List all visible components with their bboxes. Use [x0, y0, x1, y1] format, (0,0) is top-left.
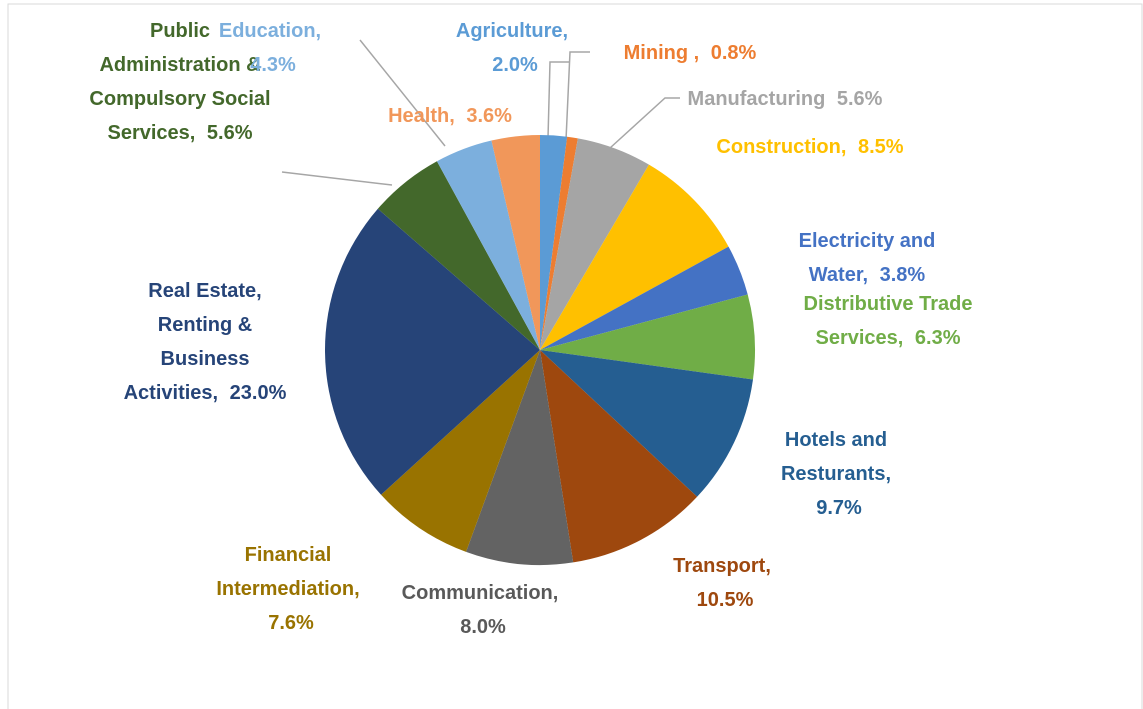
leader-line [609, 97, 680, 149]
label-value: 8.5% [857, 136, 904, 158]
data-label: Manufacturing 5.6% [675, 82, 895, 116]
label-category: Education, [218, 20, 322, 42]
pie-slice [491, 135, 540, 350]
label-category: Transport, [673, 555, 771, 577]
label-value: 10.5% [696, 589, 754, 611]
label-category: Construction, [716, 136, 847, 158]
pie-slice [540, 246, 748, 350]
label-value: 8.0% [460, 616, 506, 638]
leader-lines [281, 39, 680, 186]
label-value: 4.3% [250, 54, 296, 76]
data-label: Transport, 10.5% [652, 549, 792, 617]
pie-slice [540, 138, 649, 350]
label-value: 6.3% [914, 327, 961, 349]
data-label: Real Estate, Renting & Business Activiti… [120, 274, 290, 410]
pie-slice [540, 350, 698, 563]
pie-slice [540, 136, 578, 350]
label-value: 9.7% [816, 497, 862, 519]
pie-slice [540, 294, 755, 380]
data-label: Construction, 8.5% [710, 130, 910, 164]
pie-slice [377, 161, 540, 350]
label-category: Distributive Trade Services, [803, 293, 973, 349]
data-label: Mining , 0.8% [580, 36, 800, 70]
pie-slice [540, 135, 568, 350]
label-category: Manufacturing [687, 88, 826, 110]
data-label: Public Administration & Compulsory Socia… [85, 14, 275, 150]
label-value: 23.0% [229, 382, 287, 404]
label-category: Communication, [401, 582, 559, 604]
data-label: Financial Intermediation, 7.6% [188, 538, 388, 640]
pie-slice [381, 350, 540, 552]
label-value: 5.6% [206, 122, 253, 144]
leader-line [281, 171, 393, 186]
leader-line [565, 51, 590, 141]
data-label: Hotels and Resturants, 9.7% [756, 423, 916, 525]
pie-slice [540, 164, 729, 350]
frame [7, 3, 1143, 709]
pie-slice [466, 350, 574, 565]
data-label: Health, 3.6% [350, 99, 550, 133]
data-label: Communication, 8.0% [385, 576, 575, 644]
data-label: Distributive Trade Services, 6.3% [803, 287, 973, 355]
label-value: 3.8% [879, 264, 926, 286]
label-value: 0.8% [710, 42, 757, 64]
leader-line [547, 61, 570, 139]
label-value: 7.6% [268, 612, 314, 634]
label-category: Public Administration & Compulsory Socia… [89, 20, 271, 144]
data-label: Education, 4.3% [195, 14, 345, 82]
data-label: Electricity and Water, 3.8% [767, 224, 967, 292]
pie-slice [324, 208, 540, 495]
label-category: Hotels and Resturants, [780, 429, 892, 485]
label-category: Electricity and Water, [798, 230, 936, 286]
pie-slice [540, 350, 753, 497]
leader-line [359, 39, 446, 147]
pie-slice [436, 140, 540, 350]
label-category: Health, [388, 105, 455, 127]
data-label: Agriculture, 2.0% [437, 14, 587, 82]
label-value: 3.6% [466, 105, 512, 127]
label-category: Mining , [623, 42, 700, 64]
label-category: Agriculture, [455, 20, 569, 42]
label-value: 2.0% [492, 54, 538, 76]
label-category: Real Estate, Renting & Business Activiti… [123, 280, 262, 404]
label-category: Financial Intermediation, [216, 544, 360, 600]
label-value: 5.6% [836, 88, 883, 110]
